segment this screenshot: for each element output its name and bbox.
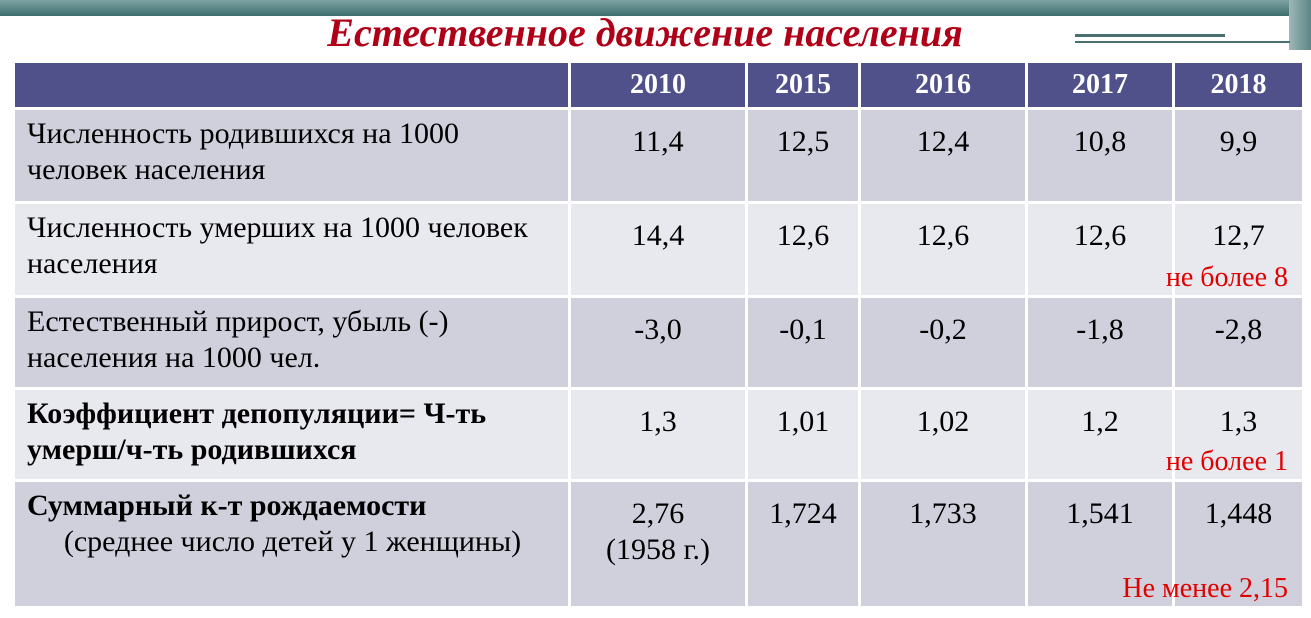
value-cell: 12,5 [745, 107, 861, 204]
table-row: Численность родившихся на 1000 человек н… [12, 107, 1305, 204]
header-cell: 2010 [568, 60, 748, 110]
value: 12,7 [1212, 219, 1265, 252]
value-cell: -0,1 [745, 295, 861, 390]
value: 10,8 [1073, 125, 1127, 158]
table-row: Суммарный к-т рождаемости (среднее число … [12, 479, 1305, 609]
value-cell: 14,4 [568, 201, 748, 298]
value-cell: -0,2 [858, 295, 1028, 390]
value: -3,0 [634, 313, 682, 346]
value: 12,6 [916, 219, 970, 252]
value-cell: 1,724 [745, 479, 861, 609]
annotation: не более 1 [1165, 446, 1288, 477]
data-table: 2010 2015 2016 2017 2018 Численность родивши… [12, 60, 1305, 609]
row-label: Численность родившихся на 1000 человек н… [12, 107, 571, 204]
value-cell: 2,76 (1958 г.) [568, 479, 748, 609]
row-label-bold: Суммарный к-т рождаемости [27, 489, 427, 522]
annotation: Не менее 2,15 [1122, 573, 1288, 604]
value: 2,76 [631, 497, 685, 530]
value-note: (1958 г.) [606, 533, 710, 566]
value-cell: 1,02 [858, 387, 1028, 482]
value-cell: -2,8 [1172, 295, 1305, 390]
value: -0,2 [919, 313, 967, 346]
value: 1,02 [916, 405, 970, 438]
value: 1,2 [1081, 405, 1119, 438]
value: 1,3 [1219, 405, 1258, 438]
value-cell: 1,733 [858, 479, 1028, 609]
value: 12,6 [1073, 219, 1127, 252]
value-cell: 1,01 [745, 387, 861, 482]
value-cell: 12,6 [1025, 201, 1175, 298]
row-label-text: Численность родившихся на 1000 человек н… [27, 117, 460, 186]
value: -0,1 [779, 313, 827, 346]
value: 12,6 [776, 219, 830, 252]
value: -1,8 [1076, 313, 1124, 346]
value-cell: 1,448 Не менее 2,15 [1122, 479, 1305, 609]
value: -2,8 [1214, 313, 1263, 346]
value-cell: 12,4 [858, 107, 1028, 204]
value-cell: 1,541 [1025, 479, 1175, 609]
value-cell: 12,7 не более 8 [1166, 201, 1305, 298]
value-cell: 11,4 [568, 107, 748, 204]
row-label: Естественный прирост, убыль (-) населени… [12, 295, 571, 390]
annotation: не более 8 [1165, 262, 1288, 293]
row-label: Численность умерших на 1000 человек насе… [12, 201, 571, 298]
value: 1,01 [776, 405, 830, 438]
title: Естественное движение населения [327, 10, 963, 55]
value: 12,4 [916, 125, 970, 158]
top-bar [0, 0, 1311, 16]
header-row: 2010 2015 2016 2017 2018 [12, 60, 1305, 110]
row-label-bold: Коэффициент депопуляции= Ч-ть умерш/ч-ть… [27, 397, 487, 466]
value-cell: 12,6 [858, 201, 1028, 298]
value: 1,733 [909, 497, 977, 530]
value-cell: 1,2 [1025, 387, 1175, 482]
decor-line [1075, 41, 1290, 43]
value: 9,9 [1219, 125, 1258, 158]
value-cell: 10,8 [1025, 107, 1175, 204]
row-label-text: Естественный прирост, убыль (-) населени… [27, 305, 449, 374]
table-body: Численность родившихся на 1000 человек н… [12, 107, 1305, 609]
header-cell: 2017 [1025, 60, 1175, 110]
value: 1,724 [769, 497, 837, 530]
value: 14,4 [631, 219, 685, 252]
value-cell: 9,9 [1172, 107, 1305, 204]
value-cell: 1,3 [568, 387, 748, 482]
row-label-text: (среднее число детей у 1 женщины) [63, 525, 522, 558]
side-bar [1289, 0, 1311, 50]
table-row: Коэффициент депопуляции= Ч-ть умерш/ч-ть… [12, 387, 1305, 482]
value: 1,448 [1204, 497, 1273, 530]
value: 1,541 [1066, 497, 1134, 530]
value-cell: -1,8 [1025, 295, 1175, 390]
header-cell: 2018 [1172, 60, 1305, 110]
value: 11,4 [632, 125, 684, 158]
table-row: Численность умерших на 1000 человек насе… [12, 201, 1305, 298]
row-label: Коэффициент депопуляции= Ч-ть умерш/ч-ть… [12, 387, 571, 482]
header-cell: 2015 [745, 60, 861, 110]
header-cell [12, 60, 571, 110]
value-cell: 12,6 [745, 201, 861, 298]
value: 1,3 [639, 405, 677, 438]
value: 12,5 [776, 125, 830, 158]
header-cell: 2016 [858, 60, 1028, 110]
row-label-text: Численность умерших на 1000 человек насе… [27, 211, 528, 280]
row-label: Суммарный к-т рождаемости (среднее число … [12, 479, 571, 609]
table-row: Естественный прирост, убыль (-) населени… [12, 295, 1305, 390]
value-cell: -3,0 [568, 295, 748, 390]
decor-line [1075, 34, 1225, 37]
value-cell: 1,3 не более 1 [1166, 387, 1305, 482]
